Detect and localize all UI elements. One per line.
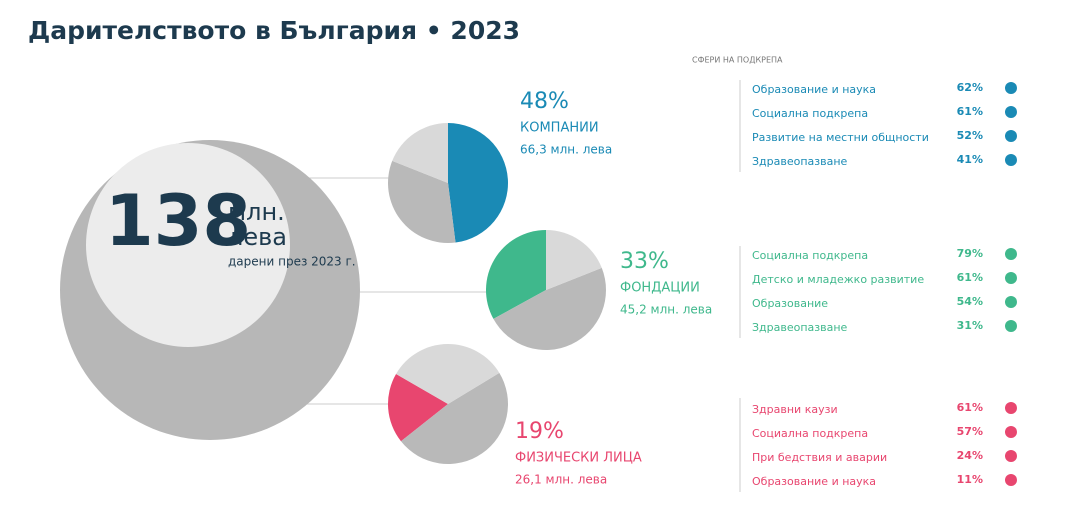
- sector-amount: 45,2 млн. лева: [620, 303, 712, 317]
- pie-slice: [546, 230, 602, 290]
- sector-share: 33%: [620, 249, 669, 274]
- total-value: 138: [105, 180, 251, 262]
- area-icon: [1005, 320, 1017, 332]
- area-name: Образование: [752, 297, 828, 310]
- area-name: Здравни каузи: [752, 403, 838, 416]
- area-pct: 57%: [957, 425, 983, 438]
- area-pct: 52%: [957, 129, 983, 142]
- area-icon: [1005, 296, 1017, 308]
- areas-heading: СФЕРИ НА ПОДКРЕПА: [692, 56, 783, 65]
- sector-name: КОМПАНИИ: [520, 121, 599, 136]
- area-name: Детско и младежко развитие: [752, 273, 924, 286]
- pie-slice: [448, 123, 509, 243]
- area-pct: 61%: [957, 271, 983, 284]
- total-unit: лева: [228, 223, 287, 251]
- area-name: Образование и наука: [752, 475, 876, 488]
- pie-slice: [392, 123, 448, 183]
- title: Дарителството в България • 2023: [28, 16, 520, 45]
- area-name: При бедствия и аварии: [752, 451, 887, 464]
- pie-slice: [493, 267, 606, 350]
- area-pct: 61%: [957, 401, 983, 414]
- area-icon: [1005, 474, 1017, 486]
- total-note: дарени през 2023 г.: [228, 255, 356, 269]
- total-unit: млн.: [228, 198, 285, 226]
- area-name: Здравеопазване: [752, 321, 848, 334]
- sector-share: 19%: [515, 419, 564, 444]
- area-pct: 79%: [957, 247, 983, 260]
- area-icon: [1005, 82, 1017, 94]
- area-pct: 31%: [957, 319, 983, 332]
- area-name: Социална подкрепа: [752, 107, 868, 120]
- area-name: Развитие на местни общности: [752, 131, 929, 144]
- pie-slice: [400, 372, 509, 465]
- area-icon: [1005, 450, 1017, 462]
- area-name: Социална подкрепа: [752, 427, 868, 440]
- area-icon: [1005, 248, 1017, 260]
- area-name: Социална подкрепа: [752, 249, 868, 262]
- area-pct: 54%: [957, 295, 983, 308]
- total-inner-circle: [86, 143, 290, 347]
- area-pct: 41%: [957, 153, 983, 166]
- area-icon: [1005, 272, 1017, 284]
- pie-slice: [485, 229, 546, 319]
- pie-slice: [387, 160, 456, 243]
- area-name: Здравеопазване: [752, 155, 848, 168]
- area-icon: [1005, 426, 1017, 438]
- area-icon: [1005, 154, 1017, 166]
- area-icon: [1005, 106, 1017, 118]
- area-pct: 61%: [957, 105, 983, 118]
- sector-amount: 66,3 млн. лева: [520, 143, 612, 157]
- pie-slice: [388, 374, 448, 442]
- sector-amount: 26,1 млн. лева: [515, 473, 607, 487]
- sector-name: ФОНДАЦИИ: [620, 281, 700, 296]
- area-icon: [1005, 402, 1017, 414]
- area-pct: 62%: [957, 81, 983, 94]
- sector-share: 48%: [520, 89, 569, 114]
- area-pct: 24%: [957, 449, 983, 462]
- pie-slice: [396, 343, 500, 404]
- area-pct: 11%: [957, 473, 983, 486]
- area-name: Образование и наука: [752, 83, 876, 96]
- area-icon: [1005, 130, 1017, 142]
- sector-name: ФИЗИЧЕСКИ ЛИЦА: [515, 451, 642, 466]
